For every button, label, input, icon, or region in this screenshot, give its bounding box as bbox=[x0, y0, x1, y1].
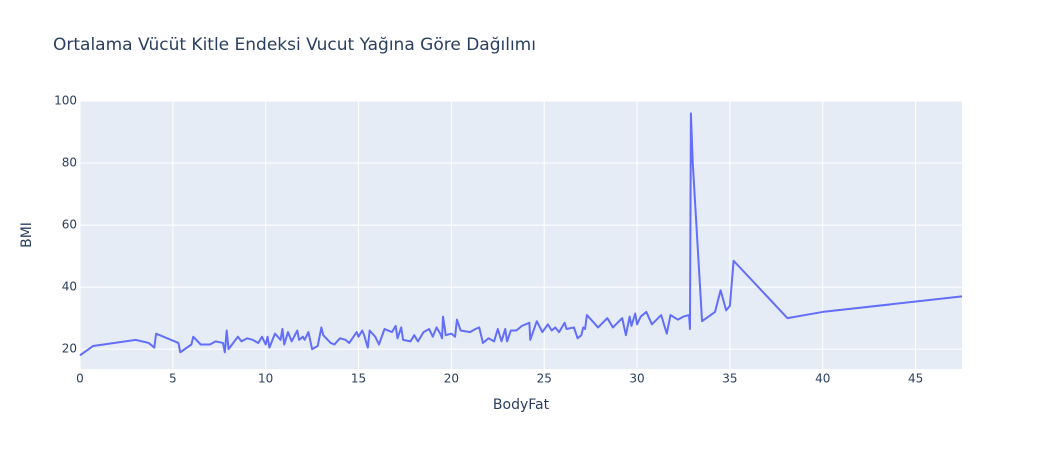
x-tick-label: 0 bbox=[76, 372, 84, 386]
plot-area bbox=[80, 101, 962, 369]
y-axis-title: BMI bbox=[19, 222, 35, 248]
x-tick-label: 45 bbox=[908, 372, 923, 386]
y-tick-label: 40 bbox=[62, 280, 77, 294]
x-tick-label: 40 bbox=[815, 372, 830, 386]
x-axis-title: BodyFat bbox=[493, 397, 550, 413]
x-tick-label: 25 bbox=[537, 372, 552, 386]
x-tick-label: 10 bbox=[258, 372, 273, 386]
x-tick-label: 20 bbox=[444, 372, 459, 386]
y-tick-label: 80 bbox=[62, 156, 77, 170]
x-tick-label: 5 bbox=[169, 372, 177, 386]
x-tick-label: 30 bbox=[629, 372, 644, 386]
y-tick-label: 60 bbox=[62, 218, 77, 232]
y-tick-label: 20 bbox=[62, 342, 77, 356]
chart-title: Ortalama Vücüt Kitle Endeksi Vucut Yağın… bbox=[53, 35, 536, 55]
x-tick-label: 15 bbox=[351, 372, 366, 386]
x-tick-label: 35 bbox=[722, 372, 737, 386]
y-tick-label: 100 bbox=[54, 94, 77, 108]
data-line bbox=[79, 112, 963, 357]
